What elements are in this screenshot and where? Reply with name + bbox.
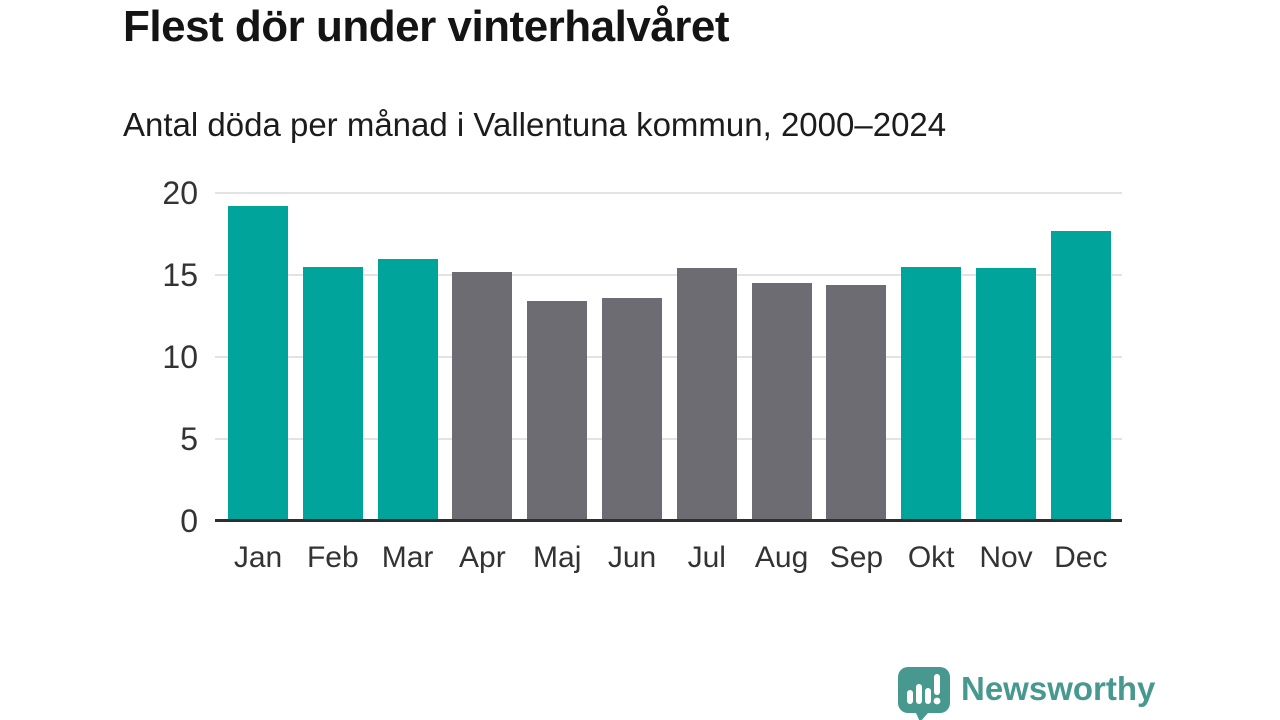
x-tick-label-jul: Jul <box>687 541 726 574</box>
y-tick-label-20: 20 <box>162 175 198 211</box>
chart-title: Flest dör under vinterhalvåret <box>123 2 730 51</box>
newsworthy-speech-bubble-bar-chart-icon <box>895 664 951 720</box>
x-tick-label-feb: Feb <box>306 541 359 574</box>
bar-nov <box>976 268 1036 521</box>
x-axis-line <box>215 519 1122 522</box>
gridline-5 <box>215 438 1122 440</box>
x-tick-label-apr: Apr <box>459 541 506 574</box>
bar-sep <box>826 284 887 521</box>
x-tick-label-nov: Nov <box>979 541 1033 574</box>
chart-subtitle: Antal döda per månad i Vallentuna kommun… <box>123 106 947 143</box>
y-tick-label-0: 0 <box>180 503 198 539</box>
y-tick-label-15: 15 <box>162 257 198 293</box>
bar-aug <box>751 283 812 521</box>
bar-jan <box>228 206 288 521</box>
bar-jul <box>676 268 737 521</box>
gridline-20 <box>215 192 1122 194</box>
y-tick-label-5: 5 <box>180 421 198 457</box>
x-tick-label-jun: Jun <box>607 541 657 574</box>
bar-jun <box>602 297 662 521</box>
x-tick-label-jan: Jan <box>233 541 283 574</box>
x-tick-label-dec: Dec <box>1054 541 1108 574</box>
x-tick-label-okt: Okt <box>907 541 955 574</box>
plot-area <box>215 192 1122 522</box>
newsworthy-wordmark: Newsworthy <box>961 670 1156 707</box>
bar-mar <box>377 258 438 521</box>
x-tick-label-aug: Aug <box>754 541 809 574</box>
newsworthy-logo: Newsworthy <box>895 664 1155 720</box>
bar-okt <box>901 266 962 521</box>
bar-apr <box>452 271 513 521</box>
bar-maj <box>527 301 588 521</box>
y-tick-label-10: 10 <box>162 339 198 375</box>
gridline-15 <box>215 274 1122 276</box>
x-tick-label-maj: Maj <box>533 541 582 574</box>
x-tick-label-sep: Sep <box>829 541 884 574</box>
bar-dec <box>1050 230 1111 521</box>
x-tick-label-mar: Mar <box>381 541 434 574</box>
gridline-10 <box>215 356 1122 358</box>
bar-feb <box>302 266 363 521</box>
